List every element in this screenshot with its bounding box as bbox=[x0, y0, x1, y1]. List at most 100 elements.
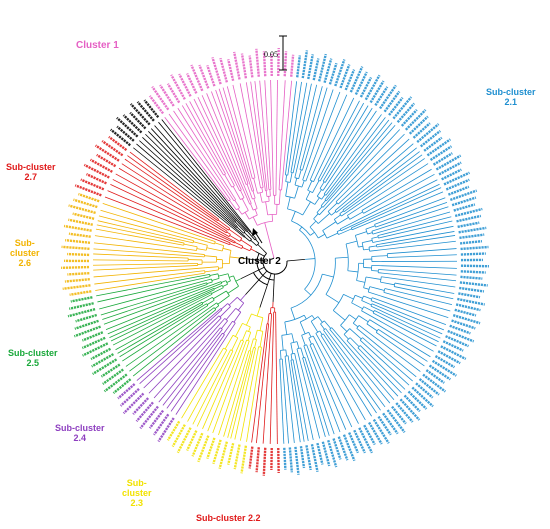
clade-sub21-internal-branch bbox=[322, 221, 337, 231]
clade-sub21-leaf-branch bbox=[322, 333, 377, 414]
clade-sub21-node-arc bbox=[365, 228, 368, 235]
clade-sub21-node-arc bbox=[375, 329, 379, 333]
clade-sub21-leaf-branch bbox=[340, 183, 440, 232]
tip-label-sub21 bbox=[423, 136, 443, 152]
clade-sub21-internal-branch bbox=[365, 276, 381, 280]
clade-sub21-leaf-branch bbox=[319, 102, 365, 182]
clade-sub21-leaf-branch bbox=[377, 216, 452, 236]
clade-sub26-leaf-branch bbox=[93, 253, 189, 259]
clade-cluster1-internal-branch bbox=[252, 190, 256, 199]
tip-label-sub21 bbox=[334, 59, 346, 87]
tip-label-sub25 bbox=[74, 319, 99, 330]
tip-label-sub26 bbox=[67, 252, 90, 257]
tip-label-cluster1 bbox=[166, 83, 181, 104]
tip-label-sub21 bbox=[408, 115, 429, 135]
clade-sub21-internal-branch bbox=[290, 308, 296, 320]
tip-label-sub27 bbox=[80, 178, 105, 191]
clade-sub21-internal-branch bbox=[280, 350, 282, 360]
clade-sub21-leaf-branch bbox=[302, 87, 328, 171]
clade-sub21-leaf-branch bbox=[326, 122, 393, 202]
clade-sub23-leaf-branch bbox=[227, 351, 252, 438]
clade-sub25-internal-branch bbox=[218, 273, 229, 277]
clade-sub25-internal-branch bbox=[209, 273, 219, 276]
tree-tip-labels bbox=[61, 48, 489, 476]
tip-label-sub21 bbox=[328, 62, 338, 85]
clade-sub21-leaf-branch bbox=[378, 328, 428, 362]
clade-cluster1-node-arc bbox=[236, 207, 240, 211]
backbone-branch bbox=[245, 270, 268, 295]
clade-sub23-internal-branch bbox=[241, 330, 247, 341]
clade-sub21-node-arc bbox=[310, 316, 319, 322]
clade-sub21-leaf-branch bbox=[374, 310, 439, 343]
clade-sub27-leaf-branch bbox=[129, 151, 219, 220]
clade-sub21-leaf-branch bbox=[299, 86, 323, 170]
tip-label-sub21 bbox=[344, 69, 356, 91]
tip-label-sub21 bbox=[368, 421, 383, 445]
clade-black-internal-branch bbox=[236, 226, 244, 234]
clade-sub21-leaf-branch bbox=[384, 288, 453, 306]
tip-label-sub27 bbox=[89, 158, 113, 173]
tip-label-sub21 bbox=[348, 432, 360, 454]
clade-sub26-node-arc bbox=[214, 241, 216, 245]
clade-sub25-leaf-branch bbox=[105, 282, 222, 330]
clade-sub25-leaf-branch bbox=[107, 287, 214, 335]
clade-sub24-leaf-branch bbox=[148, 317, 222, 394]
clade-sub21-node-arc bbox=[313, 218, 319, 224]
tip-label-sub21 bbox=[318, 53, 327, 82]
tip-label-sub25 bbox=[103, 373, 128, 393]
tip-label-sub24 bbox=[135, 401, 154, 423]
clade-sub21-leaf-branch bbox=[369, 319, 431, 358]
clade-sub21-internal-branch bbox=[310, 231, 315, 236]
clade-sub21-internal-branch bbox=[351, 302, 363, 310]
clade-sub24-leaf-branch bbox=[153, 318, 226, 399]
clade-sub23-leaf-branch bbox=[187, 349, 228, 422]
clade-sub21-internal-branch bbox=[355, 231, 367, 236]
clade-cluster1-leaf-branch bbox=[226, 86, 253, 179]
tip-label-sub26 bbox=[68, 218, 94, 226]
tip-label-black bbox=[136, 101, 155, 122]
tip-label-sub22 bbox=[262, 447, 267, 476]
clade-sub26-internal-branch bbox=[204, 269, 219, 273]
clade-sub21-node-arc bbox=[363, 276, 367, 288]
clade-sub21-node-arc bbox=[308, 335, 314, 339]
clade-sub25-node-arc bbox=[220, 281, 223, 284]
tip-label-sub27 bbox=[85, 173, 107, 185]
tip-label-cluster1 bbox=[198, 64, 210, 89]
clade-sub21-internal-branch bbox=[299, 226, 303, 231]
clade-sub21-leaf-branch bbox=[359, 339, 410, 386]
clade-sub21-leaf-branch bbox=[394, 282, 455, 294]
clade-sub21-node-arc bbox=[323, 328, 326, 331]
tip-label-sub21 bbox=[418, 378, 440, 396]
clade-cluster1-internal-branch bbox=[250, 203, 254, 211]
clade-sub23-leaf-branch bbox=[218, 340, 250, 436]
tip-label-sub26 bbox=[67, 271, 90, 276]
tip-label-sub27 bbox=[101, 139, 124, 157]
clade-sub23-internal-branch bbox=[235, 323, 243, 337]
clade-black-leaf-branch bbox=[139, 140, 237, 228]
tip-label-cluster1 bbox=[170, 74, 186, 100]
clade-sub24-node-arc bbox=[224, 318, 228, 322]
tip-label-sub25 bbox=[68, 302, 94, 310]
clade-sub25-leaf-branch bbox=[96, 273, 210, 297]
clade-sub21-leaf-branch bbox=[383, 292, 451, 312]
clade-sub23-leaf-branch bbox=[246, 347, 262, 442]
clade-sub23-leaf-branch bbox=[223, 350, 250, 437]
clade-sub21-leaf-branch bbox=[369, 240, 456, 252]
scale-bar-label: 0.05 bbox=[264, 50, 278, 59]
clade-sub21-internal-branch bbox=[290, 353, 293, 360]
clade-cluster1-leaf-branch bbox=[193, 98, 240, 191]
clade-sub27-node-arc bbox=[234, 241, 236, 244]
clade-black-internal-branch bbox=[250, 231, 257, 240]
clade-sub25-internal-branch bbox=[206, 299, 215, 305]
clade-sub21-internal-branch bbox=[366, 323, 378, 332]
clade-cluster1-node-arc bbox=[252, 197, 256, 200]
clade-cluster1-internal-branch bbox=[237, 208, 243, 215]
clade-sub21-internal-branch bbox=[302, 201, 311, 216]
tip-label-sub21 bbox=[453, 203, 476, 212]
clade-sub21-leaf-branch bbox=[302, 89, 334, 181]
tip-label-sub21 bbox=[443, 171, 470, 186]
clade-cluster1-leaf-branch bbox=[215, 89, 249, 184]
clade-sub21-internal-branch bbox=[314, 197, 320, 205]
tip-label-cluster1 bbox=[248, 55, 254, 78]
clade-sub25-internal-branch bbox=[235, 278, 242, 282]
